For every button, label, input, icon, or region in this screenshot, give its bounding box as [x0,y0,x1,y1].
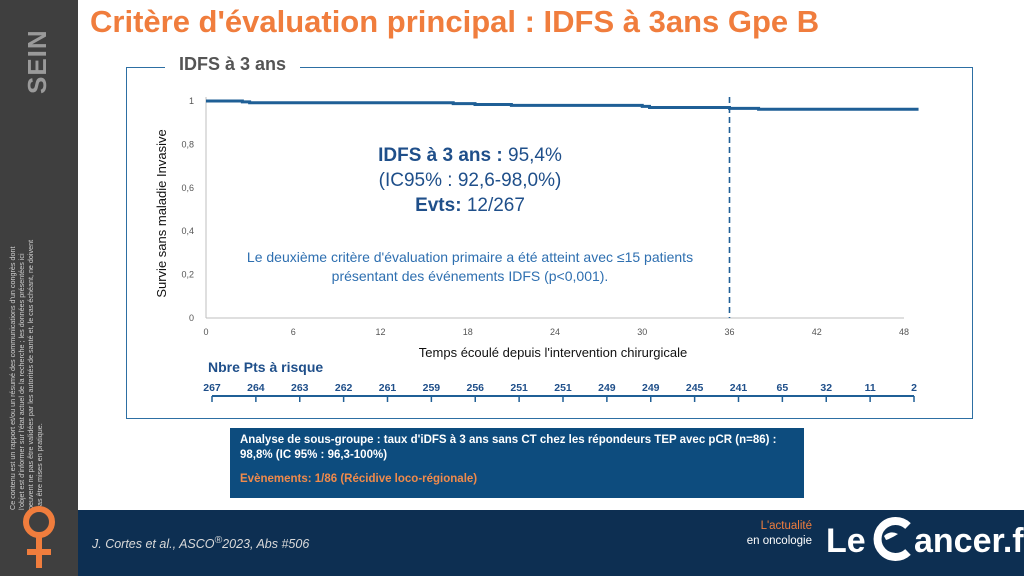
chart-box-title: IDFS à 3 ans [165,54,301,75]
tagline-oncologie: en oncologie [746,535,812,547]
risk-count: 264 [247,382,265,394]
events-label: Evts: [415,195,462,216]
risk-count: 261 [379,382,397,394]
risk-count: 249 [598,382,616,394]
x-tick-label: 12 [375,327,385,337]
logo-c-icon [873,517,911,561]
x-tick-label: 18 [463,327,473,337]
risk-count: 249 [642,382,660,394]
subgroup-text: Analyse de sous-groupe : taux d'iDFS à 3… [240,434,777,461]
x-tick-label: 48 [899,327,909,337]
risk-count: 262 [335,382,353,394]
y-tick-label: 0,8 [181,139,194,149]
slide-title: Critère d'évaluation principal : IDFS à … [90,4,820,39]
risk-table-label: Nbre Pts à risque [208,359,323,375]
footer-bar [78,510,1024,576]
risk-count: 65 [777,382,789,394]
logo-rest: ancer.fr [914,522,1024,560]
reference-author: J. Cortes et al., ASCO [92,537,215,552]
idfs-label: IDFS à 3 ans : [378,145,503,166]
female-symbol-icon [23,506,55,568]
x-tick-label: 24 [550,327,560,337]
risk-count: 11 [865,382,876,394]
risk-count: 267 [203,382,221,394]
risk-count: 241 [730,382,748,394]
idfs-ci: (IC95% : 92,6-98,0%) [378,170,562,191]
x-tick-label: 36 [724,327,734,337]
y-axis-title: Survie sans maladie Invasive [154,129,169,297]
y-tick-label: 0,6 [181,183,194,193]
risk-count: 251 [554,382,572,394]
idfs-value: 95,4% [508,145,562,166]
subgroup-box: Analyse de sous-groupe : taux d'iDFS à 3… [230,428,804,498]
sidebar: SEIN Ce contenu est un rapport et/ou un … [0,0,78,576]
logo-le: Le [826,522,866,560]
events-value: 12/267 [466,195,525,216]
idfs-summary: IDFS à 3 ans : 95,4% (IC95% : 92,6-98,0%… [330,143,610,218]
events-line: Evts: 12/267 [330,193,610,218]
x-tick-label: 0 [203,327,208,337]
risk-count: 259 [423,382,441,394]
tagline-actualite: L'actualité [760,520,812,532]
idfs-line: IDFS à 3 ans : 95,4% [330,143,610,168]
risk-count: 256 [466,382,484,394]
y-tick-label: 0 [189,313,194,323]
secondary-endpoint-note: Le deuxième critère d'évaluation primair… [246,249,694,284]
risk-count: 263 [291,382,309,394]
y-tick-label: 1 [189,96,194,106]
reference-rest: 2023, Abs #506 [222,537,310,552]
x-axis-title: Temps écoulé depuis l'intervention chiru… [419,345,687,360]
x-tick-label: 30 [637,327,647,337]
subgroup-events: Evènements: 1/86 (Récidive loco-régional… [240,473,478,485]
reference-sup: ® [214,535,223,546]
x-tick-label: 42 [812,327,822,337]
risk-count: 32 [820,382,832,394]
risk-count: 251 [510,382,528,394]
x-tick-label: 6 [291,327,296,337]
risk-count: 245 [686,382,704,394]
y-tick-label: 0,4 [181,226,194,236]
y-tick-label: 0,2 [181,270,194,280]
reference-citation: J. Cortes et al., ASCO®2023, Abs #506 [92,535,309,551]
lecancer-logo[interactable]: Le ancer.fr [826,517,1024,566]
chart-frame [126,67,973,419]
km-curve [206,99,919,111]
risk-count: 2 [911,382,917,394]
